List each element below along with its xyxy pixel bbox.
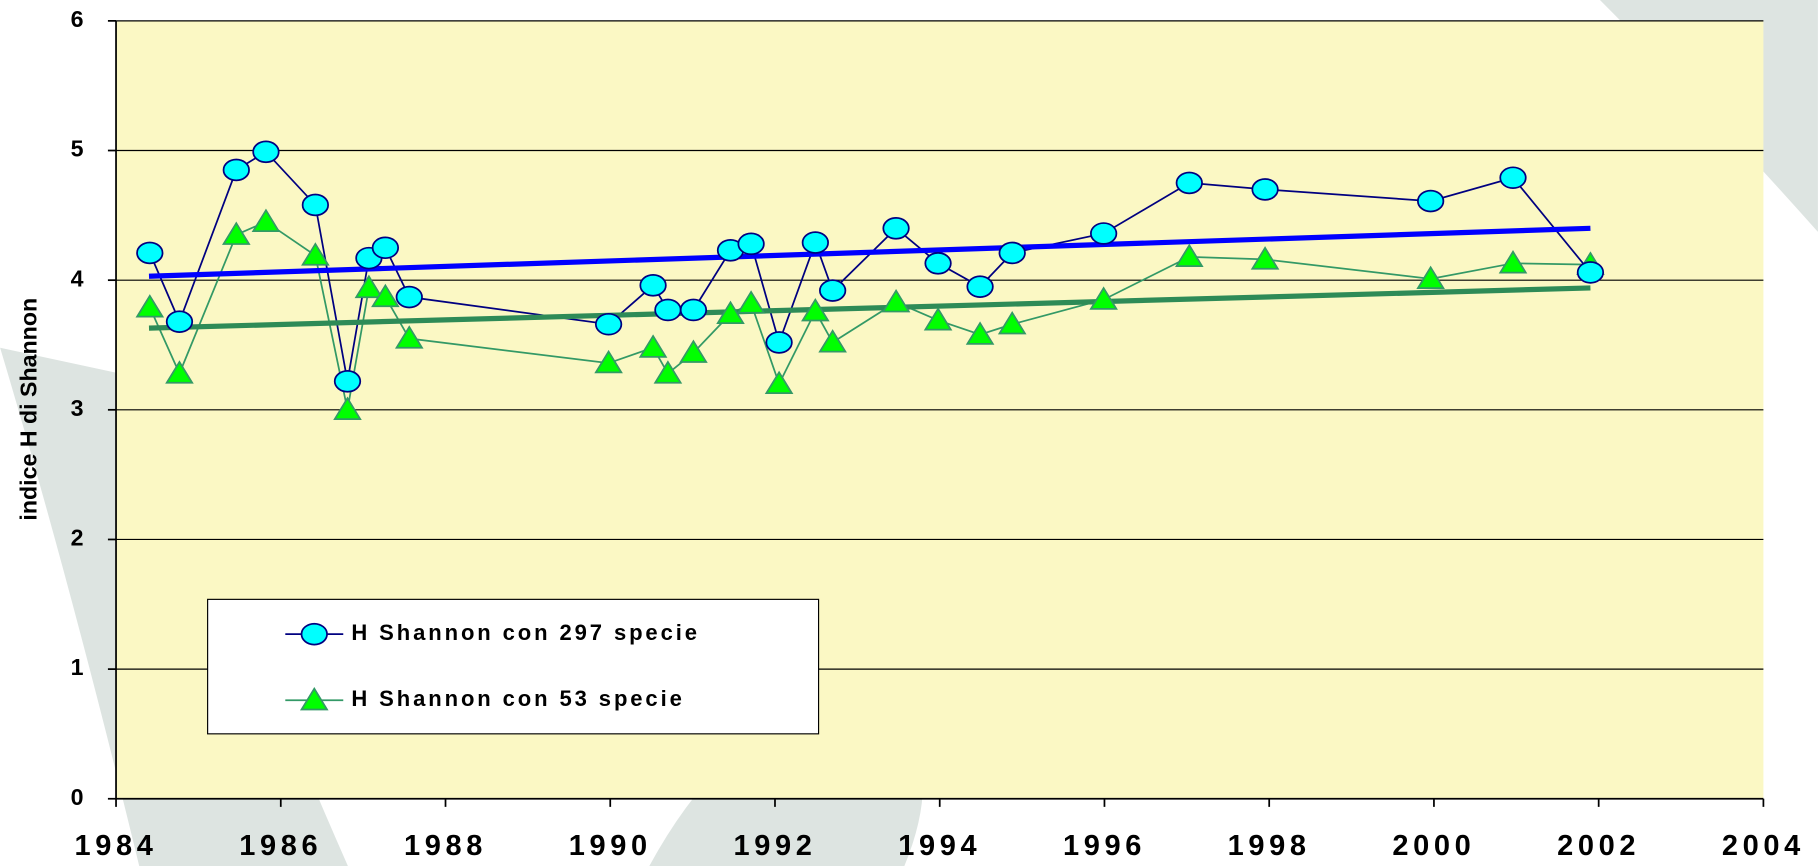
marker (882, 217, 910, 240)
marker (736, 290, 766, 314)
marker (1089, 286, 1118, 310)
marker (165, 360, 194, 384)
trend-line (148, 225, 1591, 279)
x-tick-label: 2000 (1392, 830, 1475, 862)
marker (965, 321, 995, 345)
marker (1251, 178, 1279, 201)
marker (819, 279, 847, 302)
y-axis-label: indice H di Shannon (15, 298, 41, 521)
marker (135, 294, 165, 318)
marker (1174, 243, 1204, 267)
marker (1090, 222, 1118, 245)
marker (333, 396, 362, 420)
marker (1499, 166, 1527, 190)
marker (923, 307, 953, 331)
marker (221, 221, 251, 245)
marker (801, 298, 830, 322)
marker (765, 331, 793, 354)
x-tick-label: 1988 (404, 830, 487, 862)
y-tick-label: 4 (71, 265, 84, 291)
y-tick-label: 2 (71, 525, 84, 551)
marker (594, 312, 623, 336)
marker (301, 193, 329, 217)
marker (371, 283, 400, 308)
marker (654, 298, 682, 322)
legend-box (207, 598, 820, 735)
marker (594, 349, 623, 374)
legend-marker (300, 622, 328, 646)
marker (818, 329, 847, 353)
marker (1498, 250, 1528, 274)
marker (1250, 246, 1280, 270)
x-tick-label: 1996 (1063, 830, 1146, 862)
x-tick-label: 1986 (239, 830, 322, 862)
marker (1175, 171, 1203, 195)
marker (997, 310, 1027, 335)
marker (653, 360, 683, 384)
marker (333, 369, 362, 393)
x-tick-label: 1994 (898, 830, 981, 862)
trend-line (148, 285, 1591, 331)
marker (764, 370, 794, 395)
marker (371, 236, 400, 260)
marker (998, 241, 1026, 265)
legend-label: H Shannon con 53 specie (351, 686, 684, 711)
marker (881, 288, 911, 313)
x-tick-label: 2002 (1557, 830, 1640, 862)
x-tick-label: 2004 (1722, 830, 1805, 862)
y-tick-label: 1 (71, 654, 84, 680)
marker (1417, 189, 1445, 213)
marker (679, 298, 708, 322)
marker (222, 158, 250, 182)
legend-label: H Shannon con 297 specie (351, 620, 700, 645)
y-tick-label: 6 (71, 6, 84, 32)
legend-marker (299, 686, 329, 711)
marker (395, 285, 423, 309)
x-tick-label: 1998 (1228, 830, 1311, 862)
marker (716, 300, 745, 325)
x-tick-label: 1992 (733, 830, 816, 862)
marker (136, 241, 164, 265)
marker (801, 231, 829, 254)
marker (354, 274, 384, 299)
marker (737, 232, 765, 256)
marker (966, 275, 994, 298)
y-tick-label: 5 (71, 136, 84, 162)
marker (638, 334, 668, 358)
marker (251, 208, 281, 232)
x-tick-label: 1984 (75, 830, 158, 862)
marker (1576, 261, 1605, 284)
marker (679, 339, 708, 363)
marker (1416, 265, 1445, 290)
x-tick-label: 1990 (569, 830, 652, 862)
marker (924, 252, 952, 275)
marker (301, 242, 330, 266)
y-tick-label: 3 (71, 395, 84, 421)
marker (252, 140, 280, 164)
marker (394, 325, 424, 349)
marker (639, 274, 667, 297)
y-tick-label: 0 (71, 784, 84, 810)
marker (165, 310, 194, 333)
